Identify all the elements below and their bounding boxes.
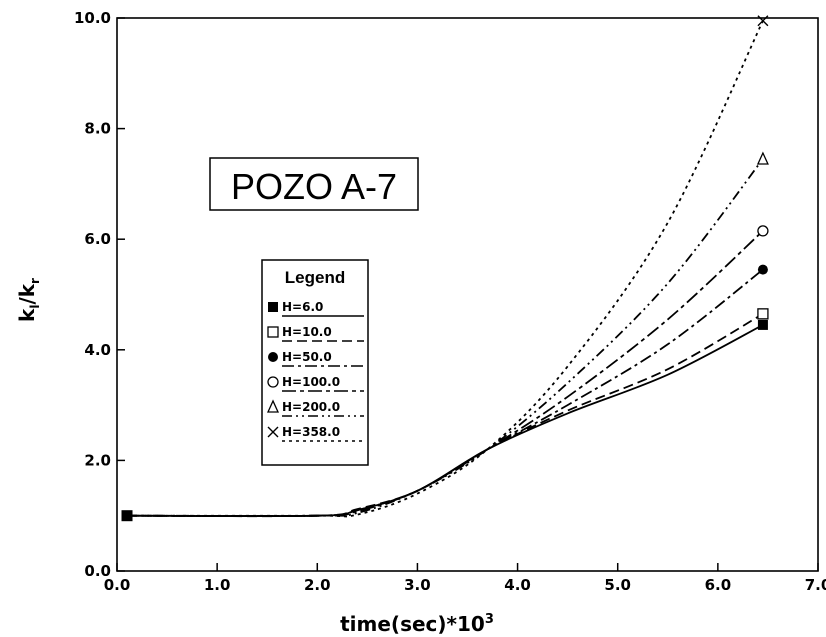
- chart-title: POZO A-7: [231, 166, 397, 207]
- y-axis-label: kl/kr: [15, 278, 42, 322]
- y-tick-label: 0.0: [84, 562, 111, 580]
- x-tick-label: 3.0: [404, 576, 431, 594]
- series-end-marker: [757, 264, 768, 275]
- series-markers: [121, 15, 769, 522]
- y-tick-label: 6.0: [84, 230, 111, 248]
- legend-items: H=6.0 H=10.0 H=50.0 H=100.0 H=200.0 H=358.0: [266, 300, 364, 442]
- axis-ticks: 0.0 1.0 2.0 3.0 4.0 5.0 6.0 7.0 0.0 2.0 4.0 6.0 8.0 1…: [74, 9, 826, 594]
- x-tick-label: 2.0: [304, 576, 331, 594]
- x-tick-label: 0.0: [104, 576, 131, 594]
- series-start-marker: [121, 510, 133, 522]
- series-end-marker: [757, 308, 769, 320]
- series-line: [126, 20, 764, 518]
- y-tick-label: 10.0: [74, 9, 111, 27]
- series-end-marker: [757, 319, 768, 330]
- x-tick-label: 5.0: [604, 576, 631, 594]
- series-end-marker: [757, 225, 769, 237]
- series-lines: [126, 20, 764, 518]
- y-tick-label: 4.0: [84, 341, 111, 359]
- plot-area: 0.0 1.0 2.0 3.0 4.0 5.0 6.0 7.0 0.0 2.0 4.0 6.0 8.0 1…: [74, 9, 826, 594]
- series-end-marker: [757, 15, 769, 27]
- y-tick-label: 8.0: [84, 120, 111, 138]
- series-line: [126, 230, 764, 517]
- legend-entry-label: H=358.0: [282, 425, 340, 439]
- legend-marker: [266, 399, 280, 413]
- legend-entry-label: H=6.0: [282, 300, 323, 314]
- x-tick-label: 4.0: [504, 576, 531, 594]
- series-line: [126, 158, 764, 517]
- chart-title-box: POZO A-7: [209, 157, 419, 211]
- x-tick-label: 6.0: [705, 576, 732, 594]
- legend-marker: [268, 302, 278, 312]
- legend-entry-label: H=200.0: [282, 400, 340, 414]
- legend: Legend H=6.0H=10.0H=50.0H=100.0H=200.0H=…: [261, 259, 369, 466]
- legend-marker: [267, 376, 279, 388]
- x-axis-label: time(sec)*103: [340, 612, 494, 636]
- legend-entry-label: H=10.0: [282, 325, 332, 339]
- x-tick-label: 7.0: [805, 576, 826, 594]
- legend-entry-label: H=100.0: [282, 375, 340, 389]
- legend-marker: [268, 352, 278, 362]
- legend-marker: [267, 326, 279, 338]
- legend-title: Legend: [285, 268, 345, 287]
- legend-marker: [267, 426, 279, 438]
- y-tick-label: 2.0: [84, 451, 111, 469]
- series-line: [126, 268, 764, 517]
- series-line: [126, 324, 764, 517]
- x-tick-label: 1.0: [204, 576, 231, 594]
- plot-frame: [116, 17, 819, 572]
- legend-entry-label: H=50.0: [282, 350, 332, 364]
- series-end-marker: [756, 151, 769, 165]
